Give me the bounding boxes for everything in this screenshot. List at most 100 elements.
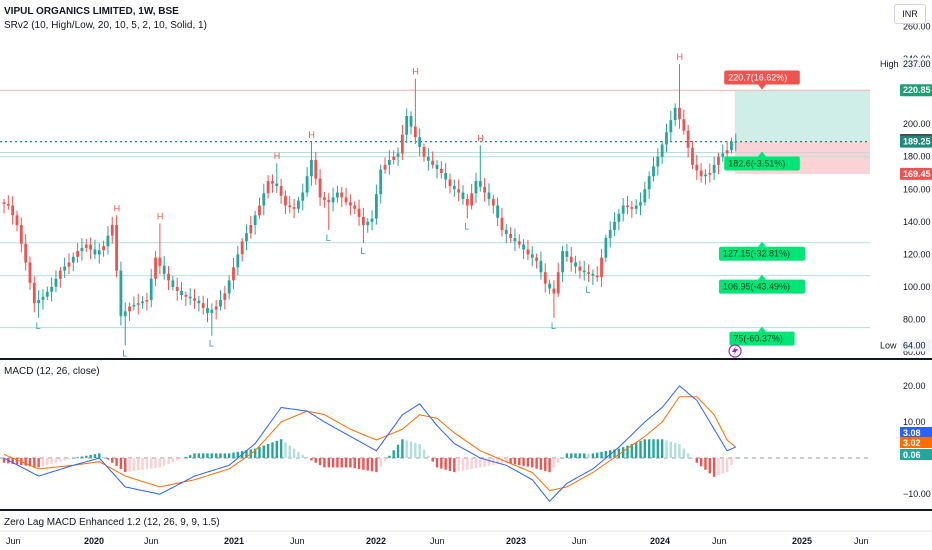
candle-body [305,176,309,193]
candle [556,262,560,297]
candle [210,303,214,336]
histogram-bar [336,458,339,468]
candle-body [444,172,448,180]
candle-body [266,181,270,194]
histogram-bar [483,458,486,467]
histogram-bar [617,448,621,459]
price-axis-tick-label: 60.00 [903,347,926,357]
histogram-bar [557,458,560,463]
histogram-bar [652,439,655,459]
histogram-bar [80,456,84,459]
candle [634,199,638,215]
candle-body [145,299,149,302]
candle [487,183,491,206]
candle-body [223,293,227,300]
candle-body [115,225,118,271]
candle-body [530,254,534,258]
candle [15,210,19,232]
candle [249,215,253,239]
histogram-bar [154,458,157,469]
macd-title[interactable]: MACD (12, 26, close) [4,366,100,377]
histogram-bar [89,454,92,459]
histogram-bar [600,451,603,459]
candle [245,224,248,251]
candle [115,215,118,278]
label-pointer [758,84,766,90]
price-axis-tick-label: 140.00 [903,217,931,227]
sr-indicator-title[interactable]: SRv2 (10, High/Low, 20, 10, 5, 2, 10, So… [4,20,207,31]
candle-body [154,257,157,279]
candle [474,172,478,204]
candle-body [374,194,378,219]
pivot-high-label: H [157,211,164,221]
target-up-label: 220.7(16.62%) [724,70,800,90]
zero-lag-macd-title[interactable]: Zero Lag MACD Enhanced 1.2 (12, 26, 9, 9… [4,517,220,528]
candle [405,108,409,144]
candle [2,199,6,214]
time-axis-label: 2025 [792,536,812,546]
macd-value-text: 3.08 [903,428,921,438]
candle-body [271,181,274,184]
candle-body [400,134,404,154]
currency-button[interactable]: INR [894,4,926,24]
histogram-bar [695,458,698,463]
candle [409,111,413,135]
candle-body [253,215,257,226]
candle-body [214,306,218,310]
label-box [724,70,800,85]
candle [574,255,577,274]
histogram-bar [643,439,647,459]
pivot-low-label: L [122,348,127,358]
candle [478,145,482,192]
candle-body [578,266,582,271]
candle-body [665,132,668,145]
candle [543,263,547,293]
candle [314,151,318,185]
histogram-bar [699,458,703,467]
price-tag: Low 64.00 [880,339,931,352]
label-box [719,279,805,294]
histogram-bar [275,440,278,459]
price-tag: 220.85 [900,84,932,97]
pivot-high-label: H [274,151,281,161]
candle-body [193,298,196,301]
candle-body [188,296,192,299]
candle [58,266,62,288]
pivot-low-label: L [326,233,331,243]
histogram-bar [115,458,118,466]
macd-value-text: 0.06 [903,450,921,460]
macd-axis-tick-label: 20.00 [903,381,926,391]
histogram-bar [63,458,66,461]
target-label-text: 220.7(16.62%) [728,72,787,82]
candle-body [110,225,114,236]
histogram-bar [232,452,235,459]
candle [660,141,664,164]
candle [80,238,84,261]
candle-body [656,156,660,167]
candle [691,141,694,170]
candle-body [102,246,105,251]
candle-body [258,205,261,216]
candle-body [28,262,32,283]
candle [227,275,231,300]
candle [318,169,322,206]
histogram-bar [392,450,395,459]
candle [561,245,564,282]
histogram-bar [513,458,517,465]
candle [496,197,500,226]
candle [37,290,41,318]
candle [461,185,465,205]
candle-body [626,205,629,208]
candle [413,78,417,145]
candle-body [561,251,564,273]
candle-body [301,192,305,201]
candle-body [344,197,348,203]
candle [669,110,673,141]
histogram-bar [474,458,478,469]
candle [552,280,556,318]
histogram-bar [279,439,283,459]
histogram-bar [353,458,356,469]
macd-axis-tick-label: −10.00 [903,489,931,499]
candle-body [721,153,725,157]
